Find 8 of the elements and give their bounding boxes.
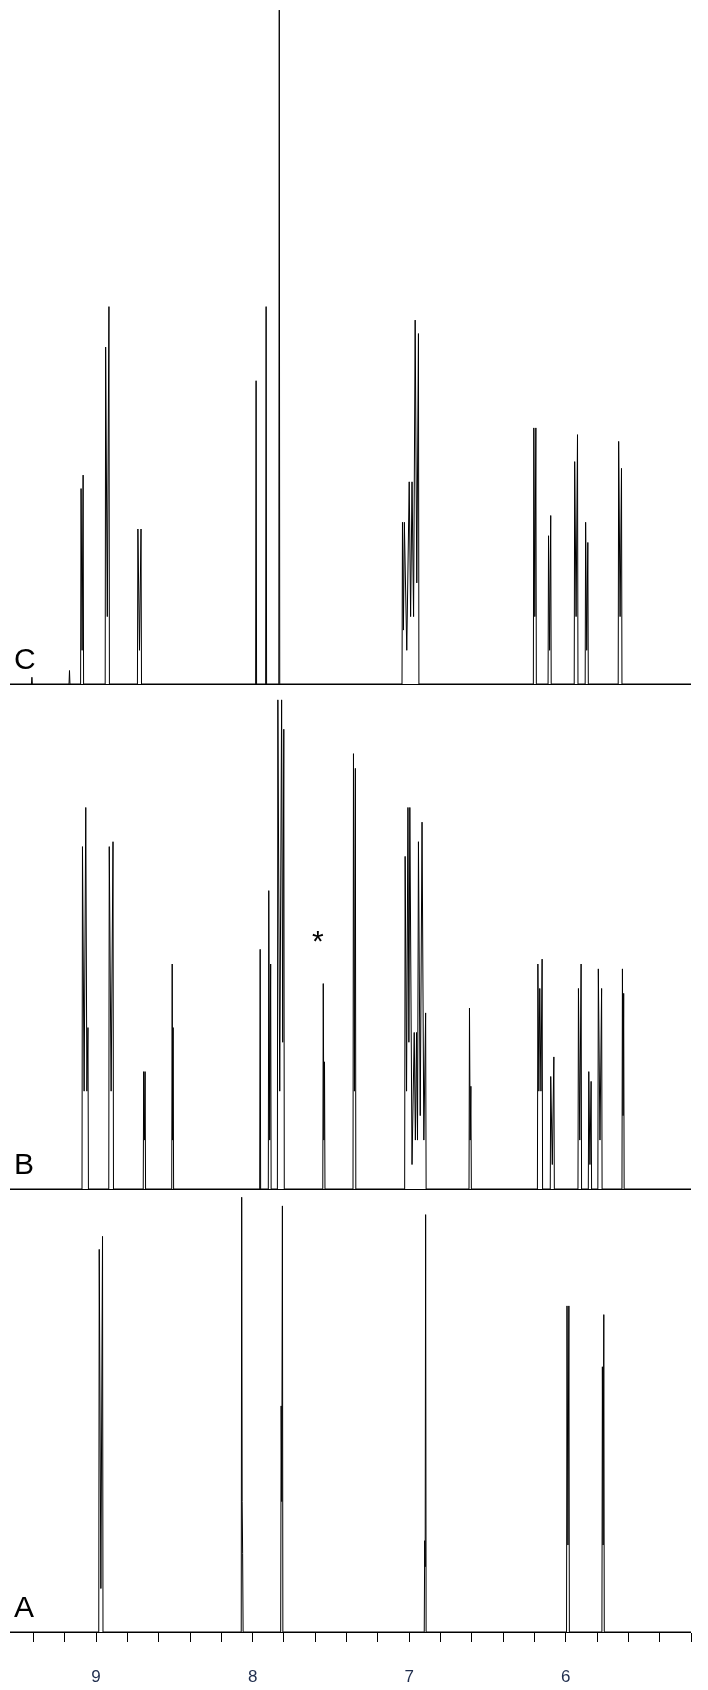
x-tick-label: 7 bbox=[404, 1667, 414, 1687]
annotation: B bbox=[14, 1147, 35, 1180]
x-tick-label: 8 bbox=[247, 1667, 258, 1687]
annotation: C bbox=[14, 642, 36, 675]
annotation: * bbox=[312, 924, 324, 957]
x-tick-label: 6 bbox=[561, 1667, 571, 1687]
annotation: A bbox=[14, 1590, 35, 1623]
x-tick-label: 9 bbox=[91, 1667, 101, 1687]
